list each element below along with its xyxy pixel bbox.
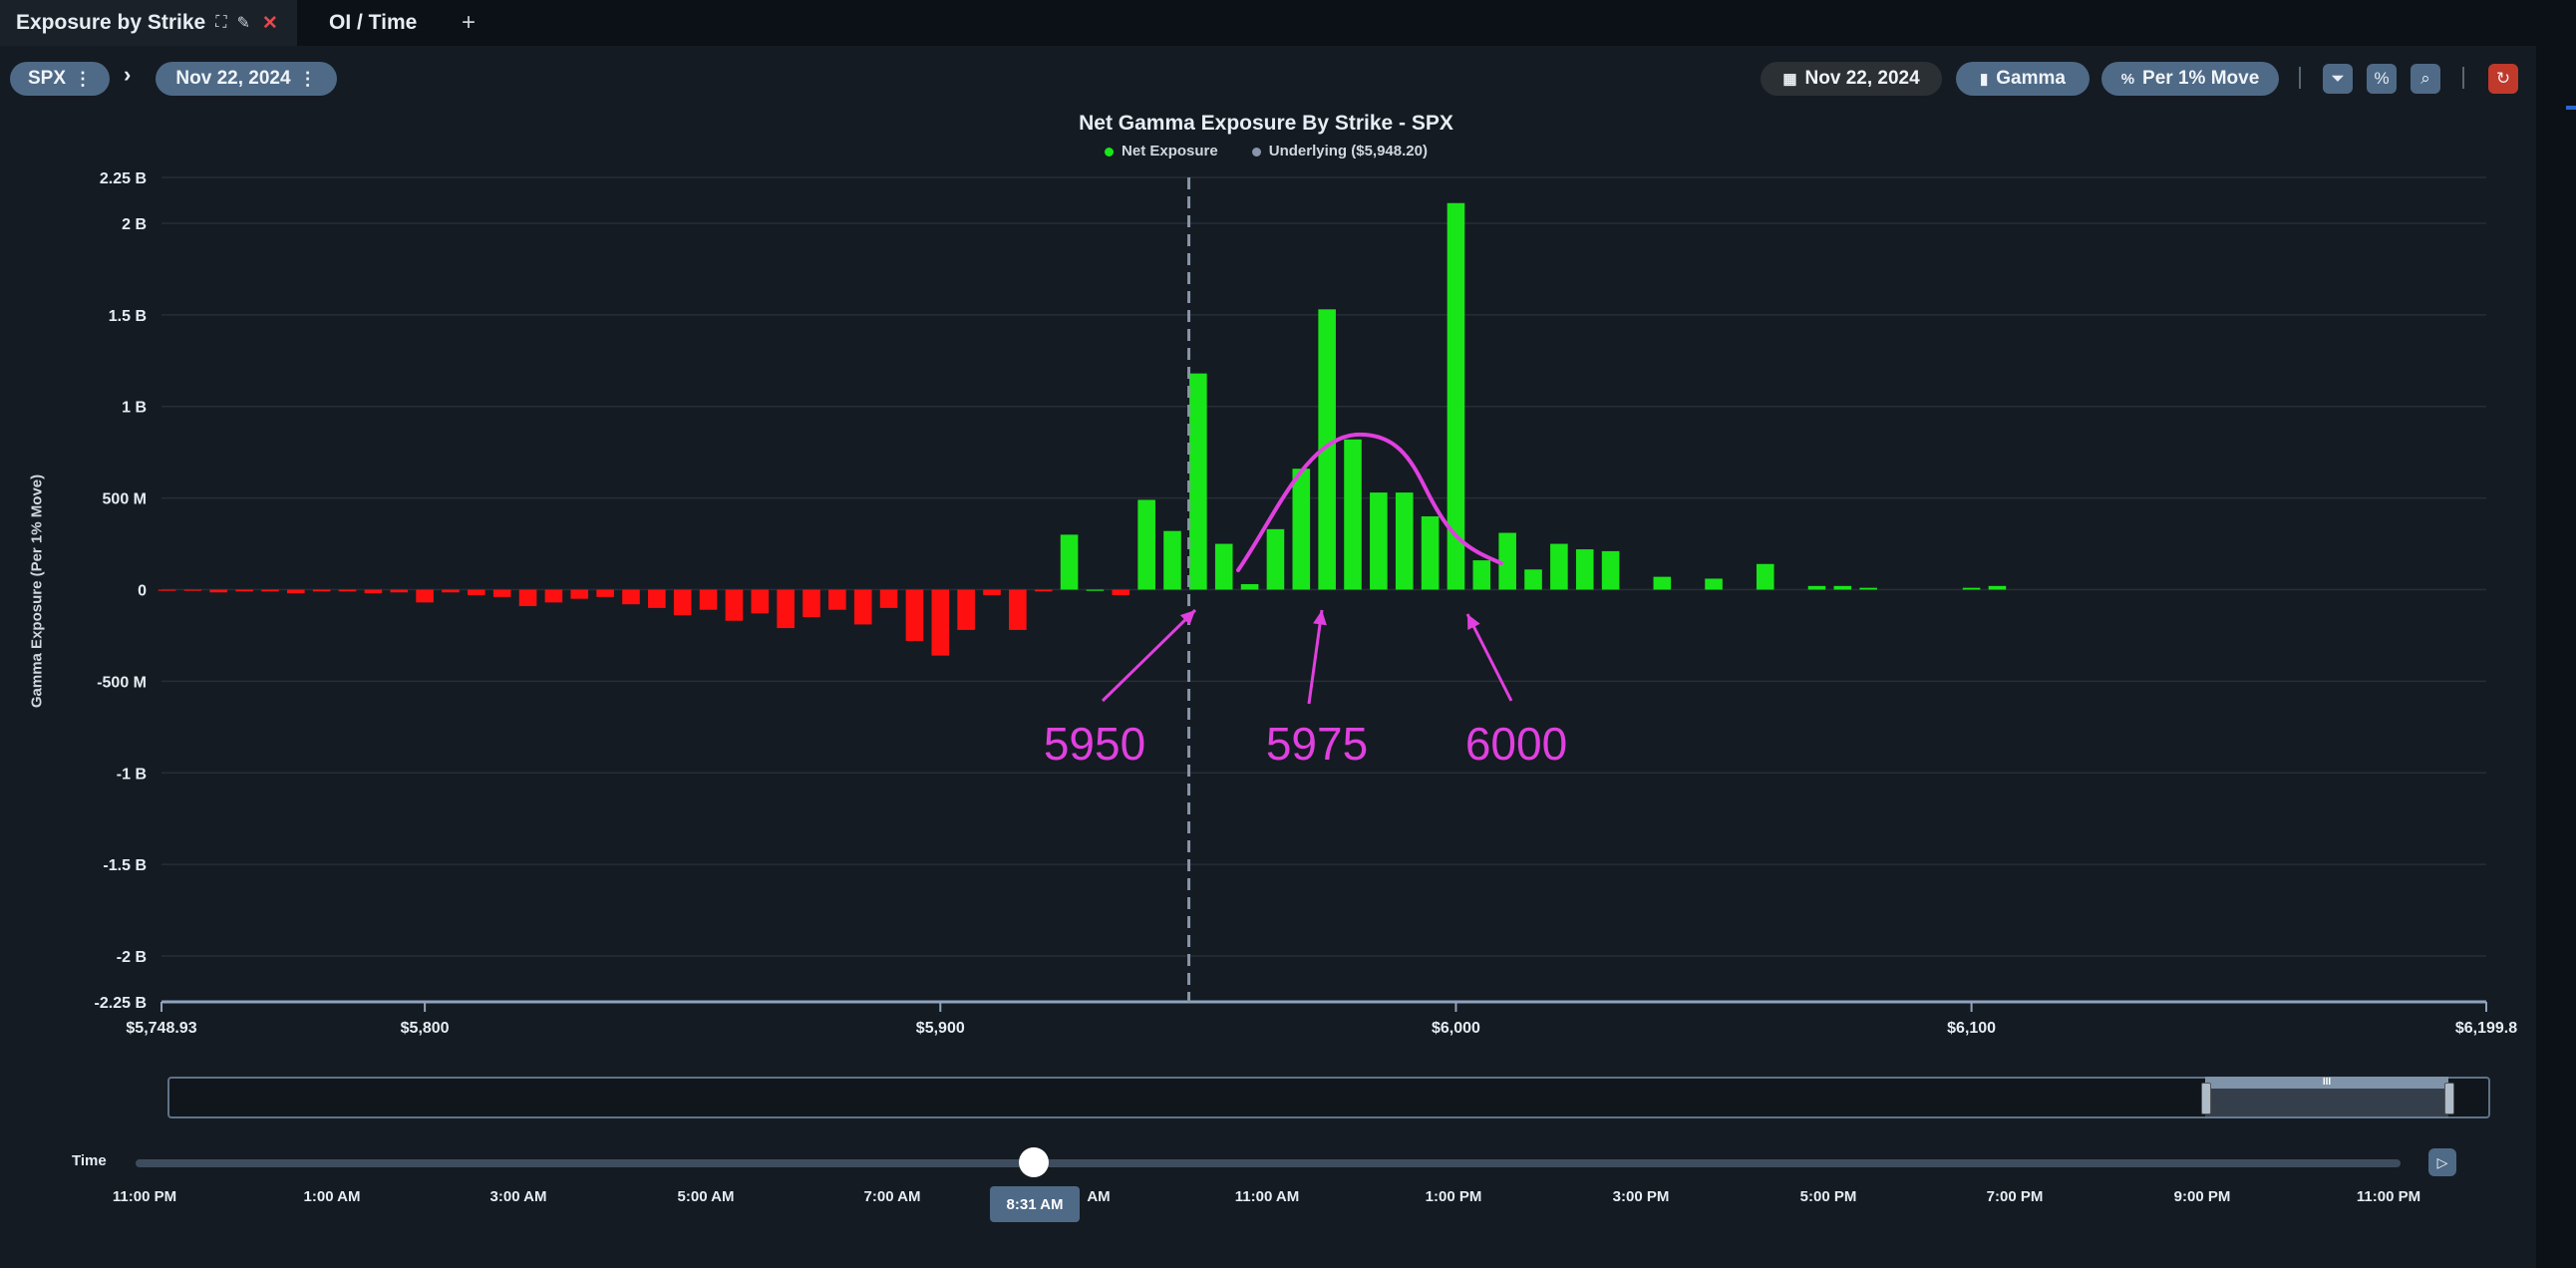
legend-label: Underlying ($5,948.20)	[1268, 143, 1428, 159]
chart-panel	[0, 46, 2532, 1252]
legend-item-underlying[interactable]: Underlying ($5,948.20)	[1251, 143, 1428, 159]
play-icon[interactable]: ▷	[2428, 1148, 2456, 1176]
mode-selector[interactable]: % Per 1% Move	[2101, 62, 2279, 96]
date-label: Nov 22, 2024	[175, 68, 291, 89]
calendar-icon: ▦	[1782, 71, 1797, 88]
date-selector[interactable]: Nov 22, 2024 ⋮	[156, 62, 337, 96]
date-picker-button[interactable]: ▦ Nov 22, 2024	[1761, 62, 1942, 96]
symbol-selector[interactable]: SPX ⋮	[10, 62, 110, 96]
chart-title: Net Gamma Exposure By Strike - SPX	[1079, 112, 1453, 135]
percent-icon: %	[2120, 70, 2135, 88]
tab-label: Exposure by Strike	[16, 11, 206, 34]
chart-legend: Net Exposure Underlying ($5,948.20)	[0, 143, 2532, 159]
more-icon[interactable]: ⋮	[298, 68, 317, 89]
time-tick-label: 1:00 AM	[303, 1188, 361, 1205]
navigator-right-handle[interactable]	[2444, 1083, 2454, 1114]
greek-label: Gamma	[1996, 68, 2066, 89]
time-tick-label: 3:00 AM	[489, 1188, 547, 1205]
navigator-selection[interactable]: III	[2205, 1077, 2448, 1118]
accent-mark	[2566, 106, 2576, 110]
time-tick-label: AM	[1087, 1188, 1111, 1205]
pencil-icon[interactable]: ✎	[236, 15, 250, 32]
legend-item-net-exposure[interactable]: Net Exposure	[1105, 143, 1218, 159]
time-tick-label: 7:00 PM	[1986, 1188, 2044, 1205]
greek-selector[interactable]: ▮ Gamma	[1956, 62, 2090, 96]
time-slider-thumb[interactable]	[1019, 1147, 1049, 1177]
divider	[2299, 67, 2301, 89]
time-slider-track[interactable]	[136, 1159, 2401, 1167]
legend-label: Net Exposure	[1122, 143, 1218, 159]
time-tick-label: 11:00 PM	[2356, 1188, 2421, 1205]
chevron-right-icon: ›	[124, 62, 132, 87]
time-tick-label: 11:00 PM	[112, 1188, 177, 1205]
range-navigator[interactable]	[167, 1077, 2490, 1118]
time-tick-label: 9:00 PM	[2173, 1188, 2231, 1205]
right-edge	[2536, 0, 2576, 1268]
filter-icon[interactable]: ⏷	[2323, 64, 2353, 94]
time-tick-label: 5:00 PM	[1799, 1188, 1857, 1205]
time-label: Time	[72, 1152, 107, 1169]
plus-icon[interactable]: +	[461, 9, 476, 36]
tab-bar: Exposure by Strike ⛶ ✎ ✕ OI / Time +	[0, 0, 2576, 46]
zoom-icon[interactable]: ⌕	[2411, 64, 2440, 94]
legend-marker	[1105, 147, 1115, 157]
time-tick-label: 11:00 AM	[1234, 1188, 1300, 1205]
more-icon[interactable]: ⋮	[74, 68, 93, 89]
symbol-label: SPX	[27, 68, 67, 89]
time-tick-label: 7:00 AM	[863, 1188, 921, 1205]
close-icon[interactable]: ✕	[261, 12, 278, 34]
navigator-left-handle[interactable]	[2201, 1083, 2211, 1114]
percent-icon[interactable]: %	[2367, 64, 2397, 94]
time-tick-label: 3:00 PM	[1612, 1188, 1670, 1205]
tab-oi-time[interactable]: OI / Time	[299, 0, 439, 46]
legend-marker	[1251, 147, 1261, 157]
reset-icon[interactable]: ↻	[2488, 64, 2518, 94]
tab-exposure-by-strike[interactable]: Exposure by Strike ⛶ ✎ ✕	[0, 0, 297, 46]
tab-label: OI / Time	[329, 11, 418, 34]
expand-icon[interactable]: ⛶	[215, 14, 227, 31]
date-picker-label: Nov 22, 2024	[1804, 68, 1920, 89]
navigator-grip[interactable]: III	[2322, 1077, 2332, 1088]
divider	[2462, 67, 2464, 89]
time-tick-label: 1:00 PM	[1425, 1188, 1482, 1205]
y-axis-label: Gamma Exposure (Per 1% Move)	[28, 474, 46, 709]
current-time-badge: 8:31 AM	[990, 1186, 1080, 1222]
time-tick-label: 5:00 AM	[677, 1188, 735, 1205]
bar-chart-icon: ▮	[1980, 71, 1989, 88]
mode-label: Per 1% Move	[2142, 68, 2260, 89]
